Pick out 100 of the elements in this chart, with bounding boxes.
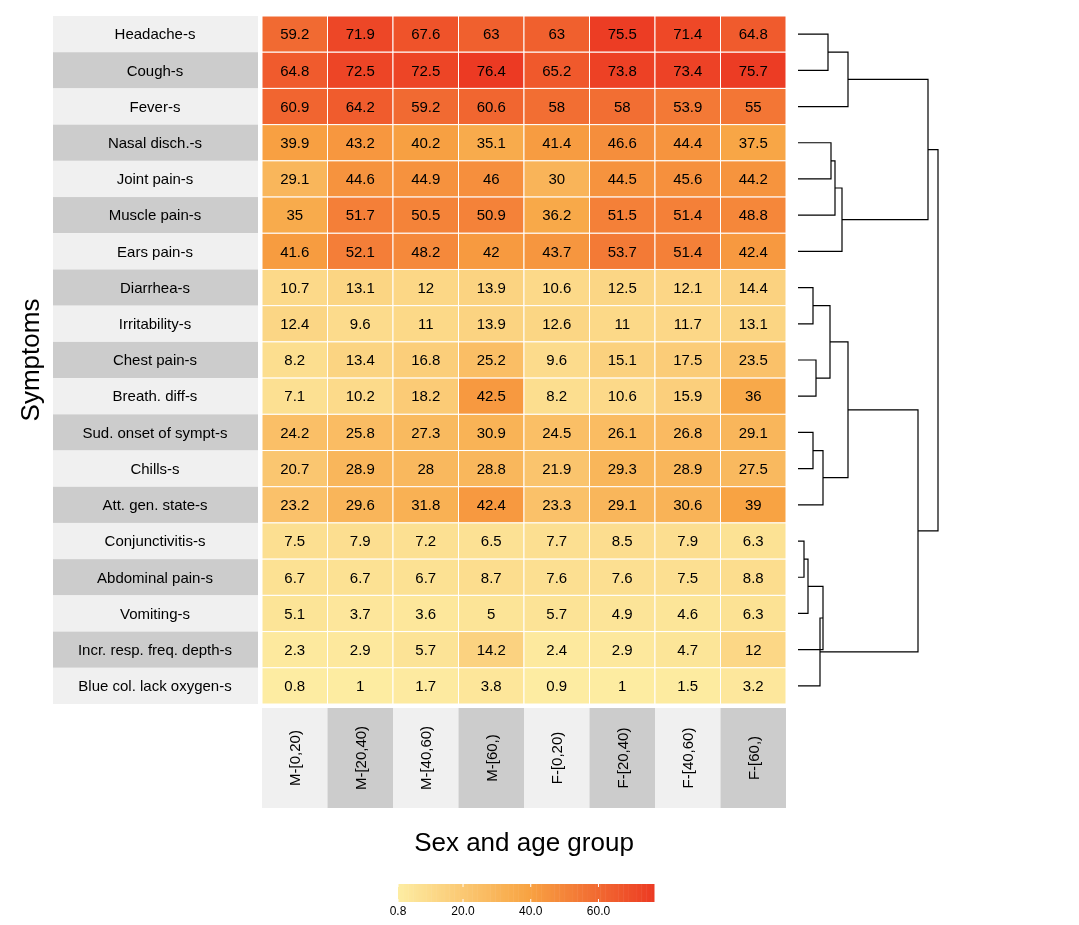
data-label: 65.2 [542,61,572,79]
data-label: 73.8 [607,61,637,79]
data-label: 41.4 [542,133,572,151]
data-label: 67.6 [411,25,441,43]
data-label: 6.7 [415,568,437,586]
data-label: 8.2 [546,387,568,405]
data-label: 10.6 [542,278,572,296]
data-label: 7.5 [284,532,306,550]
data-label: 7.9 [349,532,371,550]
data-label: 7.6 [546,568,568,586]
data-label: 9.6 [546,351,568,369]
data-label: 25.2 [476,351,506,369]
data-label: 17.5 [673,351,703,369]
data-label: 1 [618,677,627,695]
data-label: 15.9 [673,387,703,405]
data-label: 44.9 [411,170,441,188]
data-label: 13.9 [476,315,506,333]
y-tick-label: Diarrhea-s [119,278,191,296]
data-label: 71.9 [345,25,375,43]
data-label: 3.2 [742,677,764,695]
data-label: 7.2 [415,532,437,550]
data-label: 20.7 [280,459,310,477]
y-tick-label: Nasal disch.-s [107,133,203,151]
y-tick-label: Muscle pain-s [108,206,202,224]
y-tick-label: Chills-s [130,459,180,477]
y-tick-label: Chest pain-s [112,351,198,369]
data-label: 2.4 [546,640,568,658]
data-label: 12 [417,278,435,296]
data-label: 0.8 [284,677,306,695]
data-label: 16.8 [411,351,441,369]
data-label: 72.5 [411,61,441,79]
x-tick-label: M-[20,40) [351,725,369,791]
data-label: 50.9 [476,206,506,224]
data-label: 13.4 [345,351,375,369]
data-label: 1.5 [677,677,699,695]
data-label: 41.6 [280,242,310,260]
data-label: 29.3 [607,459,637,477]
data-label: 1.7 [415,677,437,695]
y-tick-label: Att. gen. state-s [102,496,208,514]
y-tick-label: Headache-s [114,25,196,43]
data-label: 58 [613,97,631,115]
data-label: 1 [356,677,365,695]
data-label: 2.9 [349,640,371,658]
data-label: 23.2 [280,496,310,514]
x-axis-title: Sex and age group [414,827,634,857]
y-tick-label: Incr. resp. freq. depth-s [77,640,233,658]
data-label: 42.4 [476,496,506,514]
data-label: 60.9 [280,97,310,115]
data-label: 46 [482,170,500,188]
data-label: 48.2 [411,242,441,260]
data-label: 10.7 [280,278,310,296]
data-label: 6.3 [742,532,764,550]
data-label: 23.5 [738,351,768,369]
data-label: 39.9 [280,133,310,151]
data-label: 42.5 [476,387,506,405]
data-label: 29.1 [607,496,637,514]
y-tick-label: Abdominal pain-s [97,568,213,586]
data-label: 64.2 [345,97,375,115]
data-label: 8.7 [480,568,502,586]
data-label: 2.9 [611,640,633,658]
data-label: 15.1 [607,351,637,369]
data-label: 5.7 [546,604,568,622]
x-tick-label: M-[0,20) [286,730,303,786]
data-label: 35 [286,206,304,224]
data-label: 28.8 [476,459,506,477]
data-label: 40.2 [411,133,441,151]
y-tick-label: Fever-s [129,97,181,115]
data-label: 6.7 [284,568,306,586]
data-label: 11 [614,315,631,333]
data-label: 27.5 [738,459,768,477]
data-label: 14.2 [476,640,506,658]
data-label: 37.5 [738,133,768,151]
x-tick-label: F-[20,40) [613,727,631,789]
data-label: 10.2 [345,387,375,405]
x-tick-label: F-[0,20) [548,731,565,785]
data-label: 46.6 [607,133,637,151]
data-label: 29.1 [280,170,310,188]
data-label: 64.8 [738,25,768,43]
data-label: 4.6 [677,604,699,622]
data-label: 10.6 [607,387,637,405]
data-label: 2.3 [284,640,306,658]
data-label: 8.5 [611,532,633,550]
data-label: 42 [482,242,500,260]
data-label: 58 [548,97,566,115]
data-label: 43.7 [542,242,572,260]
y-tick-label: Vomiting-s [119,604,191,622]
data-label: 42.4 [738,242,768,260]
data-label: 13.1 [345,278,375,296]
x-tick-label: M-[60,) [482,734,500,782]
y-tick-label: Blue col. lack oxygen-s [78,677,232,695]
data-label: 44.4 [673,133,703,151]
data-label: 11 [417,315,434,333]
data-label: 26.8 [673,423,703,441]
data-label: 50.5 [411,206,441,224]
x-tick-label: F-[60,) [744,735,762,781]
data-label: 63 [548,25,566,43]
data-label: 53.7 [607,242,637,260]
y-tick-label: Irritability-s [118,315,192,333]
data-label: 8.2 [284,351,306,369]
data-label: 12.4 [280,315,310,333]
